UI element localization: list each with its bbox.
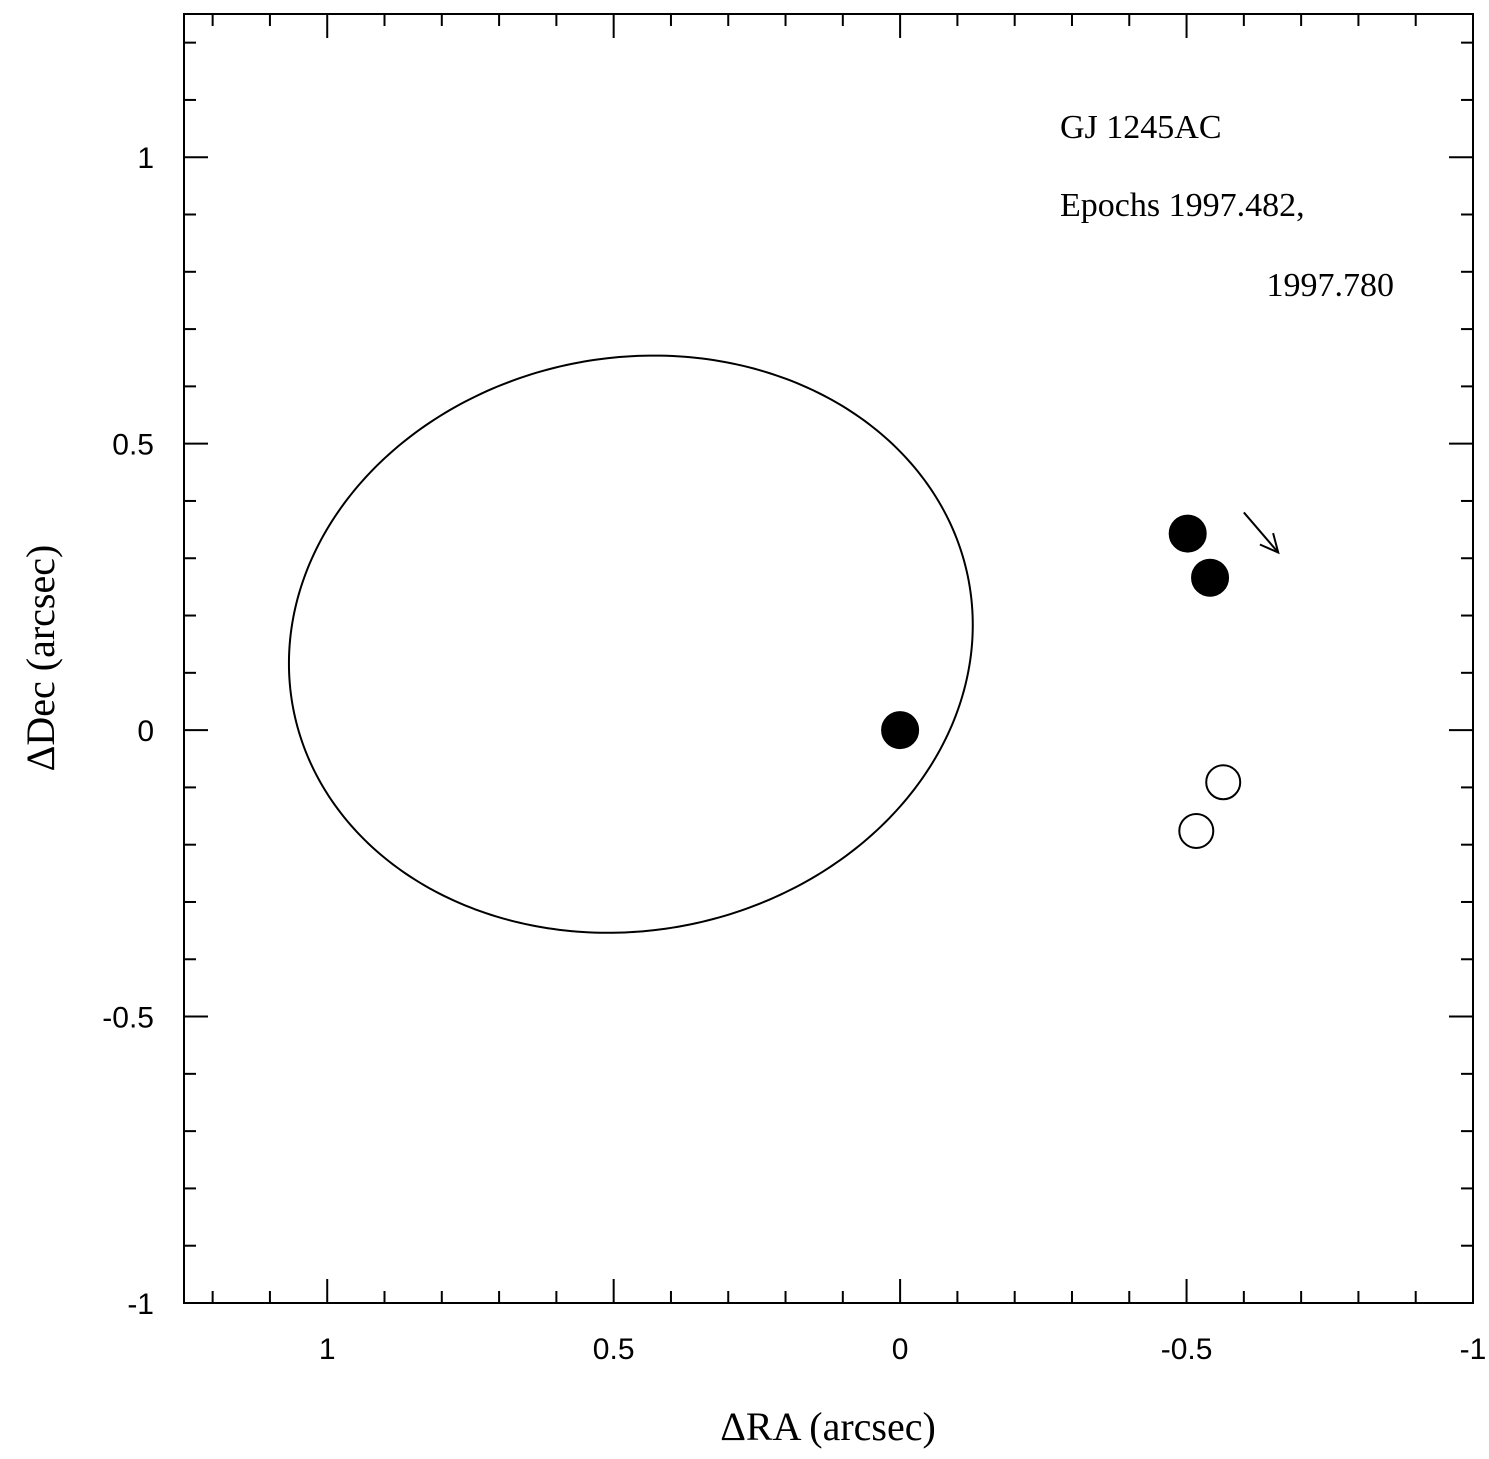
annotation-object: GJ 1245AC [1060, 109, 1222, 146]
filled-point [881, 711, 920, 750]
filled-point [1191, 558, 1230, 597]
y-tick-label: -0.5 [102, 1002, 154, 1035]
x-axis-label: ΔRA (arcsec) [720, 1404, 936, 1449]
x-tick-label: -0.5 [1161, 1333, 1213, 1366]
filled-point [1168, 514, 1207, 553]
axis-tick-labels: 1 0.5 0 -0.5 -1 1 0.5 0 -0.5 -1 [102, 142, 1486, 1366]
open-point [1178, 812, 1215, 849]
x-tick-label: 1 [319, 1333, 336, 1366]
data-points [881, 514, 1242, 849]
y-tick-label: 0 [137, 715, 154, 748]
annotation-epochs-cont: 1997.780 [1267, 267, 1395, 304]
direction-arrow [1243, 511, 1280, 555]
y-axis-label: ΔDec (arcsec) [18, 545, 63, 772]
x-tick-label: 0.5 [593, 1333, 635, 1366]
y-tick-label: 0.5 [112, 429, 154, 462]
axis-ticks [184, 14, 1474, 1304]
open-point [1205, 764, 1242, 801]
arrow-shaft [1243, 511, 1279, 554]
orbit-ellipse [287, 354, 974, 934]
arrow-head [1259, 532, 1280, 555]
x-tick-label: 0 [892, 1333, 909, 1366]
annotation-epochs: Epochs 1997.482, [1060, 187, 1305, 224]
x-tick-label: -1 [1460, 1333, 1487, 1366]
y-tick-label: -1 [127, 1288, 154, 1321]
y-tick-label: 1 [137, 142, 154, 175]
plot-frame [183, 13, 1474, 1304]
